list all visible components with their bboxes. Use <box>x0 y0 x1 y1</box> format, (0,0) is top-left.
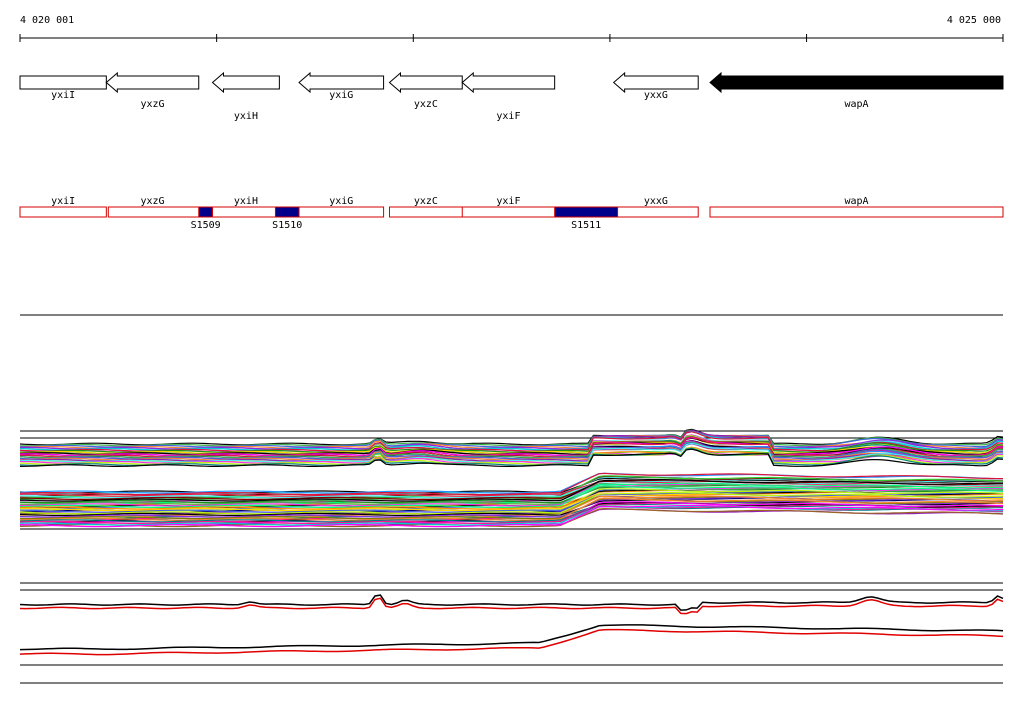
gene-label: yxiF <box>496 111 520 122</box>
gene-arrow-wapA[interactable] <box>709 71 1004 94</box>
profile-line <box>19 507 1004 528</box>
profile-line <box>19 497 1004 521</box>
profile-line <box>19 447 1004 466</box>
gene-label: yxiG <box>329 90 353 101</box>
operon-box[interactable] <box>107 206 385 218</box>
profile-line <box>19 479 1003 502</box>
profile-line <box>19 436 1004 453</box>
gene-label: wapA <box>844 99 868 110</box>
axis-end-label: 4 025 000 <box>947 15 1001 26</box>
segment-label: S1510 <box>272 220 302 231</box>
gene-arrow-yxiH[interactable] <box>211 71 280 94</box>
summary-line-lower-red <box>19 628 1004 656</box>
operon-gene-label: yxxG <box>644 196 668 207</box>
profile-line <box>19 485 1004 508</box>
operon-track: S1509 S1510 S1511 yxiI yxzG yxiH yxiG yxzC yxiF y… <box>19 196 1004 231</box>
profile-line <box>19 480 1004 499</box>
profile-line <box>19 428 1004 446</box>
gene-label: yxiH <box>234 111 258 122</box>
profile-line <box>19 448 1004 467</box>
axis-ticks <box>19 34 1004 42</box>
profile-line <box>19 505 1004 526</box>
operon-box[interactable] <box>388 206 699 218</box>
profile-line <box>19 505 1004 528</box>
profile-line <box>19 492 1004 513</box>
segment-S1510[interactable] <box>274 206 300 218</box>
profile-line <box>19 472 1003 496</box>
gene-arrow-yxiF[interactable] <box>461 71 556 94</box>
axis-start-label: 4 020 001 <box>20 15 74 26</box>
gene-label: yxiI <box>51 90 75 101</box>
operon-box[interactable] <box>709 206 1004 218</box>
profile-line <box>19 442 1004 460</box>
segment-label: S1511 <box>571 220 601 231</box>
expression-profile-panel <box>19 428 1004 530</box>
summary-line-upper-black <box>19 594 1004 611</box>
profile-line <box>19 493 1003 510</box>
operon-gene-label: yxzG <box>140 196 164 207</box>
gene-label: yxzG <box>140 99 164 110</box>
profile-line <box>19 492 1004 515</box>
gene-arrow-yxzC[interactable] <box>388 71 463 94</box>
gene-arrow-yxiG[interactable] <box>298 71 385 94</box>
gene-label: yxxG <box>644 90 668 101</box>
profile-line <box>19 480 1004 497</box>
operon-gene-label: yxiG <box>329 196 353 207</box>
profile-line <box>19 493 1004 512</box>
operon-box[interactable] <box>19 206 107 218</box>
operon-gene-label: yxzC <box>414 196 438 207</box>
profile-line <box>19 505 1003 524</box>
coordinate-axis: 4 020 001 4 025 000 <box>19 15 1004 42</box>
segment-S1511[interactable] <box>554 206 619 218</box>
operon-gene-label: yxiI <box>51 196 75 207</box>
operon-gene-label: yxiH <box>234 196 258 207</box>
gene-arrow-yxiI[interactable] <box>19 75 107 90</box>
operon-gene-label: yxiF <box>496 196 520 207</box>
summary-line-lower-black <box>19 624 1004 651</box>
operon-gene-label: wapA <box>844 196 868 207</box>
segment-label: S1509 <box>191 220 221 231</box>
summary-line-upper-red <box>19 597 1004 615</box>
expression-summary-panel <box>19 582 1004 684</box>
gene-track: yxiI yxzG yxiH yxiG yxzC yxiF yxxG wapA <box>19 71 1004 122</box>
gene-arrow-yxxG[interactable] <box>612 71 699 94</box>
segment-S1509[interactable] <box>198 206 214 218</box>
gene-label: yxzC <box>414 99 438 110</box>
gene-arrow-yxzG[interactable] <box>105 71 200 94</box>
